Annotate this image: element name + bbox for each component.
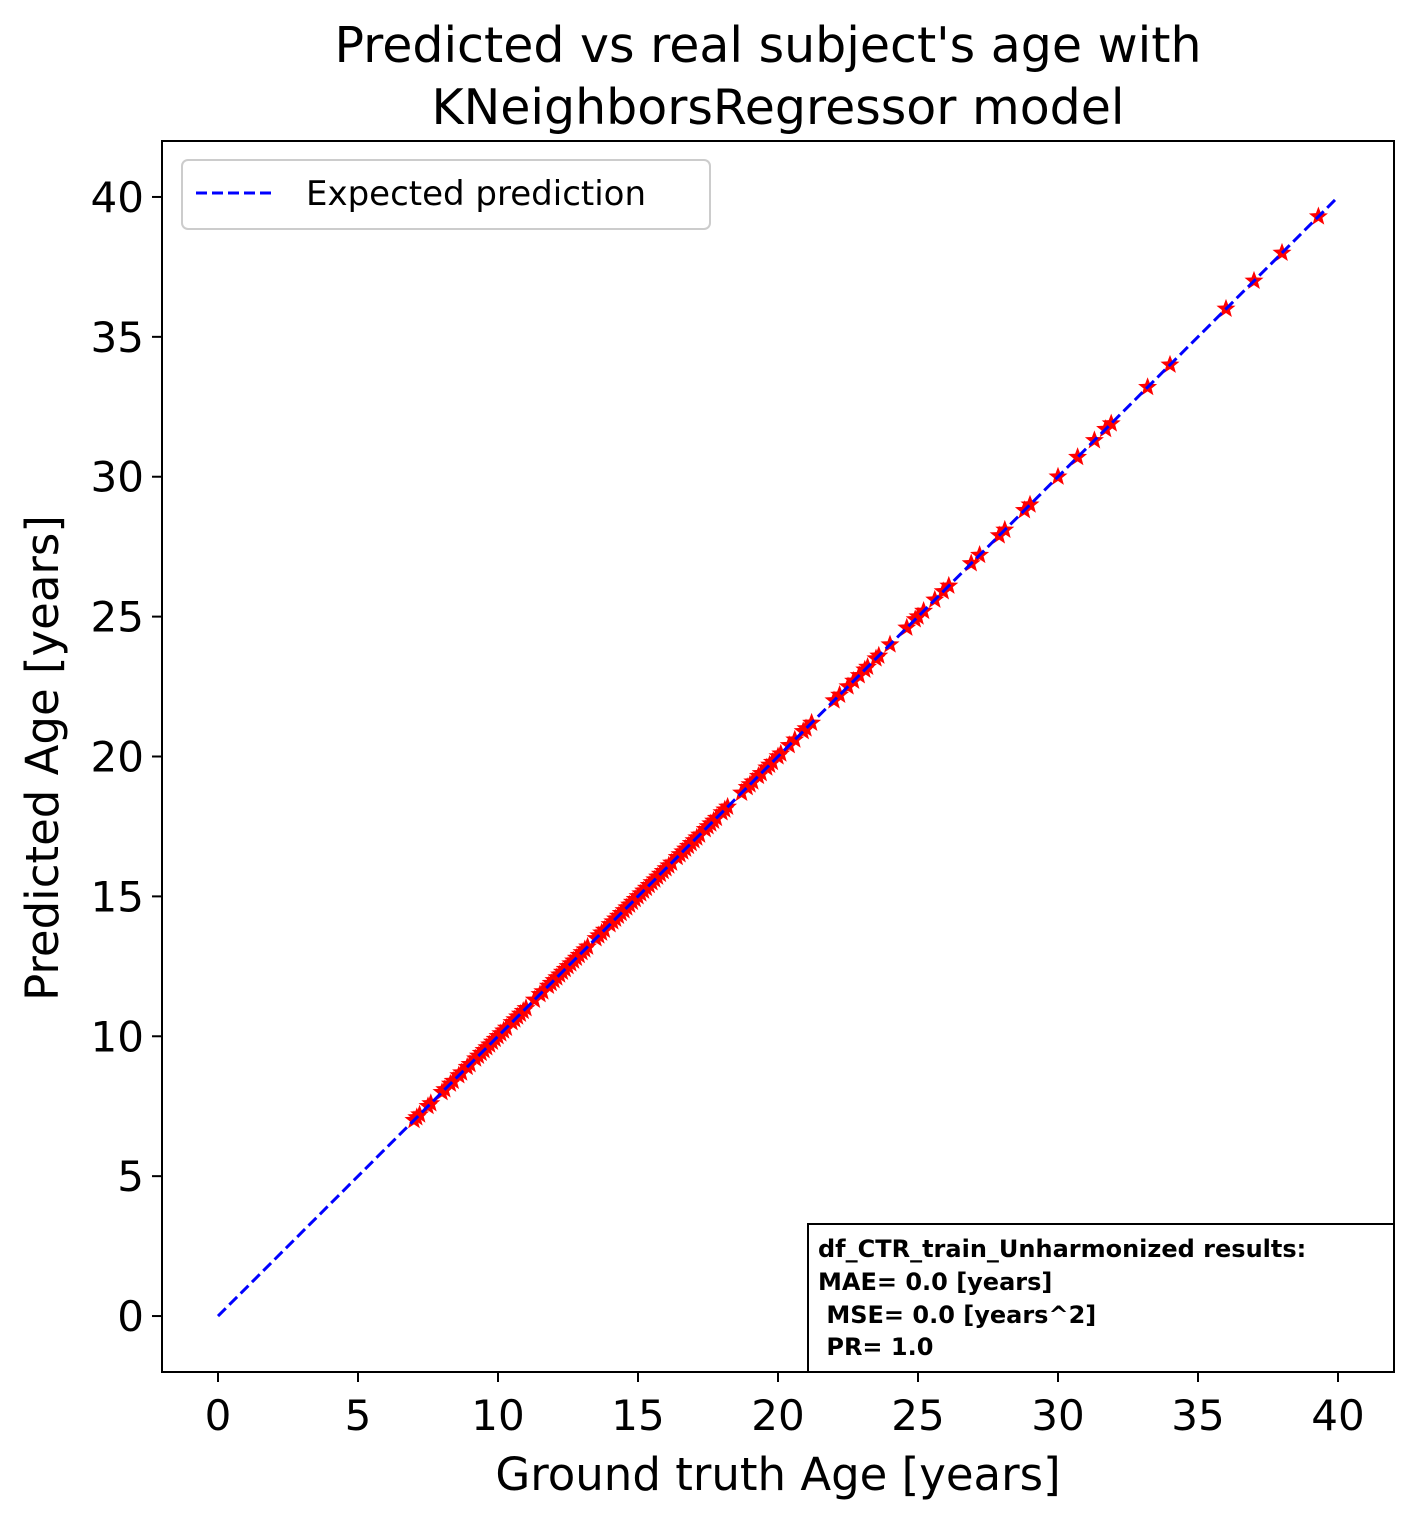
scatter-point-star [830, 684, 850, 704]
scatter-point-star [524, 989, 544, 1008]
y-tick-label: 35 [91, 313, 144, 362]
y-tick-label: 40 [91, 173, 144, 222]
y-tick-label: 10 [91, 1012, 144, 1061]
scatter-point-star [1101, 413, 1121, 432]
x-tick-label: 25 [891, 1391, 944, 1440]
scatter-point-star [796, 718, 816, 737]
expected-prediction-line [216, 195, 1340, 1318]
legend: Expected prediction [181, 159, 711, 230]
scatter-point-star [1068, 447, 1088, 466]
x-tick-label: 15 [611, 1391, 664, 1440]
scatter-point-star [897, 617, 917, 636]
scatter-point-star [578, 936, 598, 955]
stats-box: df_CTR_train_Unharmonized results: MAE= … [807, 1223, 1395, 1373]
stats-line-title: df_CTR_train_Unharmonized results: [818, 1235, 1306, 1263]
chart-title-line-1: Predicted vs real subject's age with [334, 17, 1201, 74]
scatter-point-star [410, 1104, 430, 1123]
chart-title-line-2: KNeighborsRegressor model [431, 79, 1124, 136]
scatter-point-star [533, 981, 553, 1000]
plot-area [161, 140, 1395, 1373]
x-tick-label: 20 [751, 1391, 804, 1440]
legend-frame [181, 159, 711, 230]
scatter-point-star [849, 665, 869, 684]
scatter-point-star [421, 1093, 441, 1112]
x-tick-label: 0 [205, 1391, 232, 1440]
y-tick-label: 5 [117, 1152, 144, 1201]
stats-box-frame [807, 1223, 1395, 1373]
x-tick-label: 10 [471, 1391, 524, 1440]
y-tick-label: 20 [91, 733, 144, 782]
scatter-point-star [771, 743, 791, 762]
stats-line-mse: MSE= 0.0 [years^2] [818, 1301, 1096, 1329]
x-tick-label: 30 [1031, 1391, 1084, 1440]
scatter-point-star [908, 606, 928, 625]
x-tick-label: 5 [345, 1391, 372, 1440]
y-axis-label: Predicted Age [years] [16, 515, 69, 1001]
scatter-point-star [443, 1071, 463, 1090]
stats-line-pr: PR= 1.0 [818, 1333, 933, 1361]
x-tick-label: 35 [1171, 1391, 1224, 1440]
axis-ticks: 0 5 10 15 20 25 30 35 40 0 5 10 15 20 25 30 35 40 [91, 173, 1365, 1440]
stats-line-mae: MAE= 0.0 [years] [818, 1268, 1052, 1296]
scatter-point-star [1020, 494, 1040, 513]
y-tick-label: 25 [91, 593, 144, 642]
x-axis-label: Ground truth Age [years] [495, 1448, 1060, 1501]
y-tick-label: 0 [117, 1292, 144, 1341]
legend-label: Expected prediction [306, 174, 646, 214]
x-tick-label: 40 [1311, 1391, 1364, 1440]
y-tick-label: 15 [91, 872, 144, 921]
y-tick-label: 30 [91, 453, 144, 502]
scatter-point-star [838, 676, 858, 695]
